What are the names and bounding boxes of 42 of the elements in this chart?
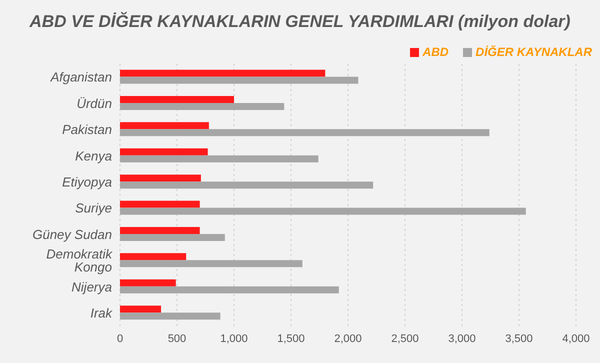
- x-tick-label: 2,000: [334, 332, 362, 345]
- bar: [120, 129, 490, 136]
- bar: [120, 286, 339, 294]
- bar: [120, 148, 208, 156]
- x-tick-label: 1,000: [220, 332, 248, 345]
- legend-label: ABD: [421, 44, 449, 60]
- bar: [120, 279, 176, 286]
- y-tick-label: Ürdün: [76, 96, 112, 111]
- chart-title: ABD VE DİĞER KAYNAKLARIN GENEL YARDIMLARI (milyon dolar): [28, 10, 572, 32]
- bar: [120, 200, 200, 208]
- y-tick-label: Kenya: [75, 148, 112, 164]
- y-tick-label: Suriye: [75, 200, 112, 216]
- bar: [120, 306, 162, 313]
- x-tick-label: 1,500: [277, 332, 305, 345]
- bar: [120, 155, 318, 162]
- y-tick-label: Güney Sudan: [32, 226, 112, 242]
- bar: [120, 253, 186, 260]
- bar: [120, 96, 234, 103]
- y-tick-label: Irak: [90, 306, 114, 321]
- y-tick-label: Demokratik Kongo: [46, 246, 114, 275]
- bar: [120, 174, 201, 182]
- bar: [120, 208, 526, 215]
- bar: [120, 260, 302, 268]
- y-tick-label: Afganistan: [50, 70, 112, 85]
- x-tick-label: 2,500: [391, 332, 419, 345]
- bar: [120, 226, 200, 234]
- x-tick-label: 3,000: [448, 332, 476, 345]
- legend-label: DİĞER KAYNAKLAR: [474, 44, 592, 60]
- x-tick-label: 3,500: [505, 332, 533, 345]
- y-tick-label: Etiyopya: [62, 174, 112, 190]
- bar: [120, 122, 209, 130]
- bar: [120, 234, 225, 241]
- y-tick-label: Pakistan: [62, 122, 112, 138]
- y-tick-label: Nijerya: [72, 279, 112, 294]
- x-tick-label: 500: [168, 332, 186, 345]
- bar: [120, 182, 374, 189]
- bar: [120, 76, 358, 84]
- x-tick-label: 0: [116, 332, 124, 345]
- bar: [120, 70, 326, 77]
- bar: [120, 312, 220, 320]
- bar: [120, 102, 284, 110]
- x-tick-label: 4,000: [562, 332, 590, 345]
